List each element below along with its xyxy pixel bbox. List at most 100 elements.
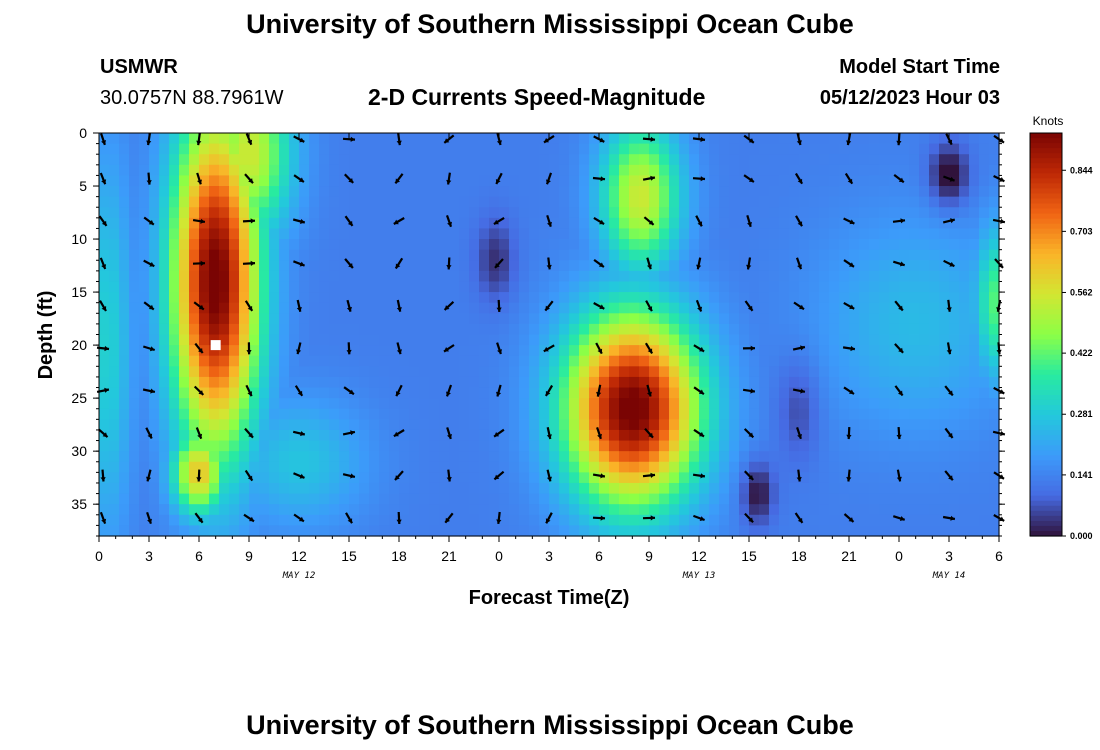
heatmap-cell bbox=[959, 387, 970, 399]
heatmap-cell bbox=[579, 207, 590, 219]
heatmap-cell bbox=[979, 429, 990, 442]
heatmap-cell bbox=[269, 270, 280, 283]
heatmap-cell bbox=[739, 323, 750, 336]
heatmap-cell bbox=[719, 493, 730, 505]
heatmap-cell bbox=[329, 366, 340, 378]
heatmap-cell bbox=[979, 451, 990, 463]
heatmap-cell bbox=[149, 154, 160, 166]
heatmap-cell bbox=[409, 154, 420, 166]
heatmap-cell bbox=[299, 461, 310, 473]
heatmap-cell bbox=[339, 408, 350, 420]
heatmap-cell bbox=[929, 292, 940, 304]
heatmap-cell bbox=[399, 440, 410, 452]
heatmap-cell bbox=[399, 249, 410, 261]
heatmap-cell bbox=[619, 207, 630, 219]
heatmap-cell bbox=[499, 196, 510, 208]
heatmap-cell bbox=[539, 260, 550, 272]
heatmap-cell bbox=[739, 461, 750, 473]
heatmap-cell bbox=[889, 504, 900, 516]
heatmap-cell bbox=[499, 164, 510, 177]
heatmap-cell bbox=[209, 186, 220, 198]
heatmap-cell bbox=[159, 323, 170, 336]
heatmap-cell bbox=[389, 387, 400, 399]
heatmap-cell bbox=[909, 164, 920, 177]
heatmap-cell bbox=[129, 440, 140, 452]
heatmap-cell bbox=[849, 228, 860, 240]
heatmap-cell bbox=[829, 323, 840, 336]
heatmap-cell bbox=[519, 440, 530, 452]
heatmap-cell bbox=[849, 133, 860, 145]
heatmap-cell bbox=[359, 376, 370, 389]
heatmap-cell bbox=[359, 334, 370, 346]
heatmap-cell bbox=[529, 461, 540, 473]
heatmap-cell bbox=[909, 260, 920, 272]
heatmap-cell bbox=[659, 239, 670, 251]
colorbar-swatch bbox=[1030, 445, 1062, 451]
heatmap-cell bbox=[459, 472, 470, 484]
current-arrow bbox=[342, 430, 356, 436]
heatmap-cell bbox=[509, 387, 520, 399]
heatmap-cell bbox=[609, 440, 620, 452]
heatmap-cell bbox=[949, 164, 960, 177]
heatmap-cell bbox=[269, 207, 280, 219]
heatmap-cell bbox=[489, 292, 500, 304]
heatmap-cell bbox=[129, 493, 140, 505]
heatmap-cell bbox=[899, 281, 910, 293]
heatmap-cell bbox=[519, 461, 530, 473]
colorbar-swatch bbox=[1030, 243, 1062, 250]
heatmap-cell bbox=[159, 376, 170, 389]
heatmap-cell bbox=[919, 376, 930, 389]
heatmap-cell bbox=[539, 355, 550, 367]
heatmap-cell bbox=[359, 164, 370, 177]
heatmap-cell bbox=[349, 260, 360, 272]
heatmap-cell bbox=[879, 398, 890, 410]
heatmap-cell bbox=[979, 133, 990, 145]
heatmap-cell bbox=[829, 133, 840, 145]
heatmap-cell bbox=[399, 461, 410, 473]
heatmap-cell bbox=[719, 292, 730, 304]
heatmap-cell bbox=[579, 345, 590, 357]
heatmap-cell bbox=[869, 164, 880, 177]
heatmap-cell bbox=[229, 514, 240, 526]
heatmap-cell bbox=[289, 482, 300, 495]
heatmap-cell bbox=[409, 228, 420, 240]
heatmap-cell bbox=[989, 355, 1000, 367]
heatmap-cell bbox=[829, 292, 840, 304]
heatmap-cell bbox=[289, 313, 300, 325]
heatmap-cell bbox=[659, 482, 670, 495]
heatmap-cell bbox=[539, 429, 550, 442]
heatmap-cell bbox=[439, 302, 450, 314]
heatmap-cell bbox=[389, 186, 400, 198]
heatmap-cell bbox=[669, 366, 680, 378]
heatmap-cell bbox=[199, 302, 210, 314]
heatmap-cell bbox=[319, 270, 330, 283]
heatmap-cell bbox=[379, 323, 390, 336]
heatmap-cell bbox=[949, 186, 960, 198]
heatmap-cell bbox=[199, 260, 210, 272]
heatmap-cell bbox=[469, 186, 480, 198]
heatmap-cell bbox=[489, 323, 500, 336]
heatmap-cell bbox=[739, 387, 750, 399]
heatmap-cell bbox=[539, 239, 550, 251]
heatmap-cell bbox=[269, 366, 280, 378]
heatmap-cell bbox=[279, 451, 290, 463]
heatmap-cell bbox=[679, 175, 690, 187]
heatmap-cell bbox=[569, 429, 580, 442]
heatmap-cell bbox=[979, 514, 990, 526]
heatmap-cell bbox=[219, 440, 230, 452]
heatmap-cell bbox=[729, 292, 740, 304]
heatmap-cell bbox=[619, 514, 630, 526]
heatmap-cell bbox=[489, 514, 500, 526]
heatmap-cell bbox=[459, 292, 470, 304]
heatmap-cell bbox=[409, 217, 420, 230]
heatmap-cell bbox=[379, 143, 390, 155]
heatmap-cell bbox=[669, 302, 680, 314]
current-arrow bbox=[142, 388, 156, 394]
heatmap-cell bbox=[499, 154, 510, 166]
heatmap-cell bbox=[269, 451, 280, 463]
heatmap-cell bbox=[479, 323, 490, 336]
heatmap-cell bbox=[619, 345, 630, 357]
heatmap-cell bbox=[909, 292, 920, 304]
heatmap-cell bbox=[859, 196, 870, 208]
heatmap-cell bbox=[859, 313, 870, 325]
